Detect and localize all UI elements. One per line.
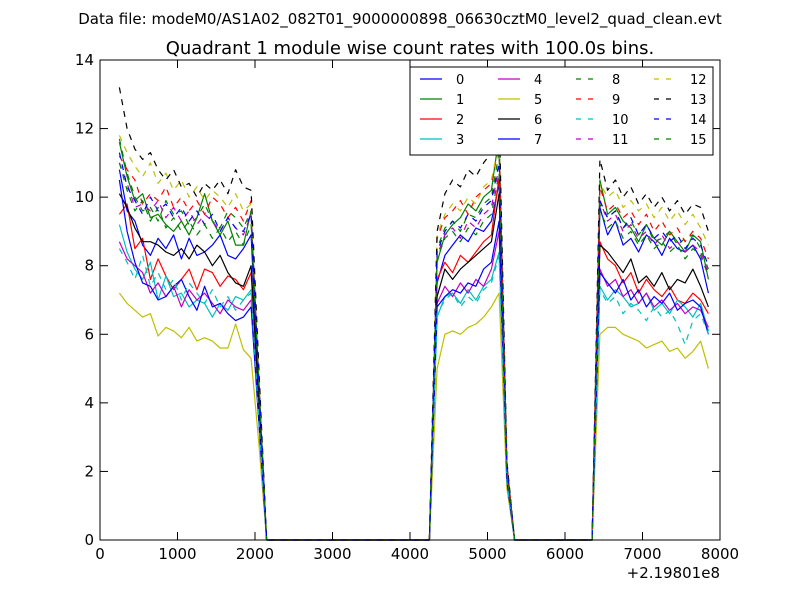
figure-suptitle: Data file: modeM0/AS1A02_082T01_90000008… bbox=[78, 10, 722, 29]
x-tick-label: 7000 bbox=[623, 545, 661, 563]
series-line-9 bbox=[118, 145, 709, 541]
legend-label-4: 4 bbox=[534, 73, 542, 88]
chart-title: Quadrant 1 module wise count rates with … bbox=[166, 38, 655, 59]
x-tick-label: 6000 bbox=[546, 545, 584, 563]
legend-label-2: 2 bbox=[456, 113, 464, 128]
x-tick-label: 2000 bbox=[236, 545, 274, 563]
legend-label-1: 1 bbox=[456, 93, 464, 108]
y-tick-label: 0 bbox=[84, 531, 94, 549]
legend-label-10: 10 bbox=[612, 113, 629, 128]
series-line-13 bbox=[118, 87, 709, 541]
legend-label-8: 8 bbox=[612, 73, 620, 88]
y-tick-label: 2 bbox=[84, 462, 94, 480]
legend-label-12: 12 bbox=[690, 73, 707, 88]
legend-label-6: 6 bbox=[534, 113, 542, 128]
y-tick-label: 10 bbox=[75, 188, 94, 206]
y-tick-label: 14 bbox=[75, 51, 94, 69]
x-tick-label: 5000 bbox=[468, 545, 506, 563]
legend-label-13: 13 bbox=[690, 93, 707, 108]
legend-label-11: 11 bbox=[612, 133, 629, 148]
axes: 0 1000 2000 3000 4000 5000 6000 7000 80000246810… bbox=[75, 51, 739, 563]
legend-label-3: 3 bbox=[456, 133, 464, 148]
x-tick-label: 0 bbox=[95, 545, 105, 563]
x-tick-label: 3000 bbox=[313, 545, 351, 563]
legend-label-5: 5 bbox=[534, 93, 542, 108]
legend-label-7: 7 bbox=[534, 133, 542, 148]
x-tick-label: 8000 bbox=[701, 545, 739, 563]
x-tick-label: 4000 bbox=[391, 545, 429, 563]
y-tick-label: 4 bbox=[84, 394, 94, 412]
series-line-12 bbox=[118, 135, 709, 541]
x-offset-label: +2.19801e8 bbox=[627, 564, 720, 582]
legend-label-0: 0 bbox=[456, 73, 464, 88]
y-tick-label: 6 bbox=[84, 325, 94, 343]
legend-label-9: 9 bbox=[612, 93, 620, 108]
legend-label-15: 15 bbox=[690, 133, 707, 148]
x-tick-label: 1000 bbox=[158, 545, 196, 563]
legend-box bbox=[409, 66, 714, 156]
series-line-15 bbox=[118, 162, 709, 541]
y-tick-label: 8 bbox=[84, 257, 94, 275]
y-tick-label: 12 bbox=[75, 120, 94, 138]
legend-label-14: 14 bbox=[690, 113, 707, 128]
